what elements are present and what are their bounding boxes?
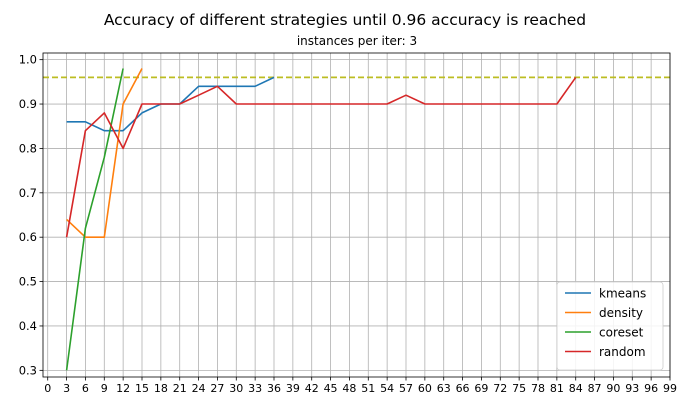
x-tick-label: 21 <box>173 382 187 395</box>
x-tick-label: 60 <box>418 382 432 395</box>
y-tick-label: 0.6 <box>19 230 37 244</box>
x-tick-label: 48 <box>342 382 356 395</box>
x-tick-label: 12 <box>116 382 130 395</box>
x-tick-label: 87 <box>588 382 602 395</box>
y-tick-label: 0.3 <box>19 363 37 377</box>
x-tick-label: 96 <box>644 382 658 395</box>
x-tick-label: 42 <box>305 382 319 395</box>
x-tick-label: 24 <box>192 382 206 395</box>
x-tick-label: 78 <box>531 382 545 395</box>
x-tick-label: 84 <box>569 382 583 395</box>
x-tick-label: 93 <box>625 382 639 395</box>
grid <box>43 53 671 377</box>
x-tick-label: 0 <box>44 382 51 395</box>
x-tick-label: 39 <box>286 382 300 395</box>
legend-label-kmeans: kmeans <box>599 287 646 301</box>
y-tick-label: 0.7 <box>19 186 37 200</box>
series-line-random <box>65 76 577 238</box>
series-group <box>65 68 577 371</box>
x-tick-label: 99 <box>663 382 677 395</box>
x-tick-label: 63 <box>437 382 451 395</box>
x-tick-label: 15 <box>135 382 149 395</box>
x-tick-label: 9 <box>101 382 108 395</box>
y-tick-label: 0.8 <box>19 141 37 155</box>
x-tick-label: 45 <box>324 382 338 395</box>
x-tick-label: 18 <box>154 382 168 395</box>
x-tick-label: 3 <box>63 382 70 395</box>
axes: 0 3 6 9 12 15 18 21 24 27 30 33 36 39 42 45 48 51 54 57 60 63… <box>19 53 677 395</box>
x-tick-label: 51 <box>361 382 375 395</box>
x-tick-label: 6 <box>82 382 89 395</box>
plot-frame <box>42 52 671 378</box>
x-tick-label: 69 <box>474 382 488 395</box>
x-tick-label: 57 <box>399 382 413 395</box>
y-tick-label: 0.5 <box>19 275 37 289</box>
x-tick-label: 90 <box>606 382 620 395</box>
x-tick-label: 27 <box>210 382 224 395</box>
legend-box <box>556 281 664 371</box>
x-tick-label: 72 <box>493 382 507 395</box>
chart-title: Accuracy of different strategies until 0… <box>104 11 586 29</box>
legend-label-density: density <box>599 306 643 320</box>
x-tick-label: 81 <box>550 382 564 395</box>
y-tick-label: 0.9 <box>19 97 37 111</box>
y-tick-label: 0.4 <box>19 319 37 333</box>
legend-label-coreset: coreset <box>599 326 644 340</box>
x-tick-label: 30 <box>229 382 243 395</box>
x-tick-label: 36 <box>267 382 281 395</box>
x-tick-label: 33 <box>248 382 262 395</box>
chart-subtitle: instances per iter: 3 <box>297 34 417 48</box>
legend-label-random: random <box>599 345 646 359</box>
x-tick-label: 54 <box>380 382 394 395</box>
x-tick-label: 66 <box>456 382 470 395</box>
x-tick-label: 75 <box>512 382 526 395</box>
series-line-density <box>66 68 143 238</box>
legend: kmeans density coreset random <box>556 281 664 371</box>
series-line-coreset <box>65 68 124 371</box>
y-tick-label: 1.0 <box>19 53 37 67</box>
